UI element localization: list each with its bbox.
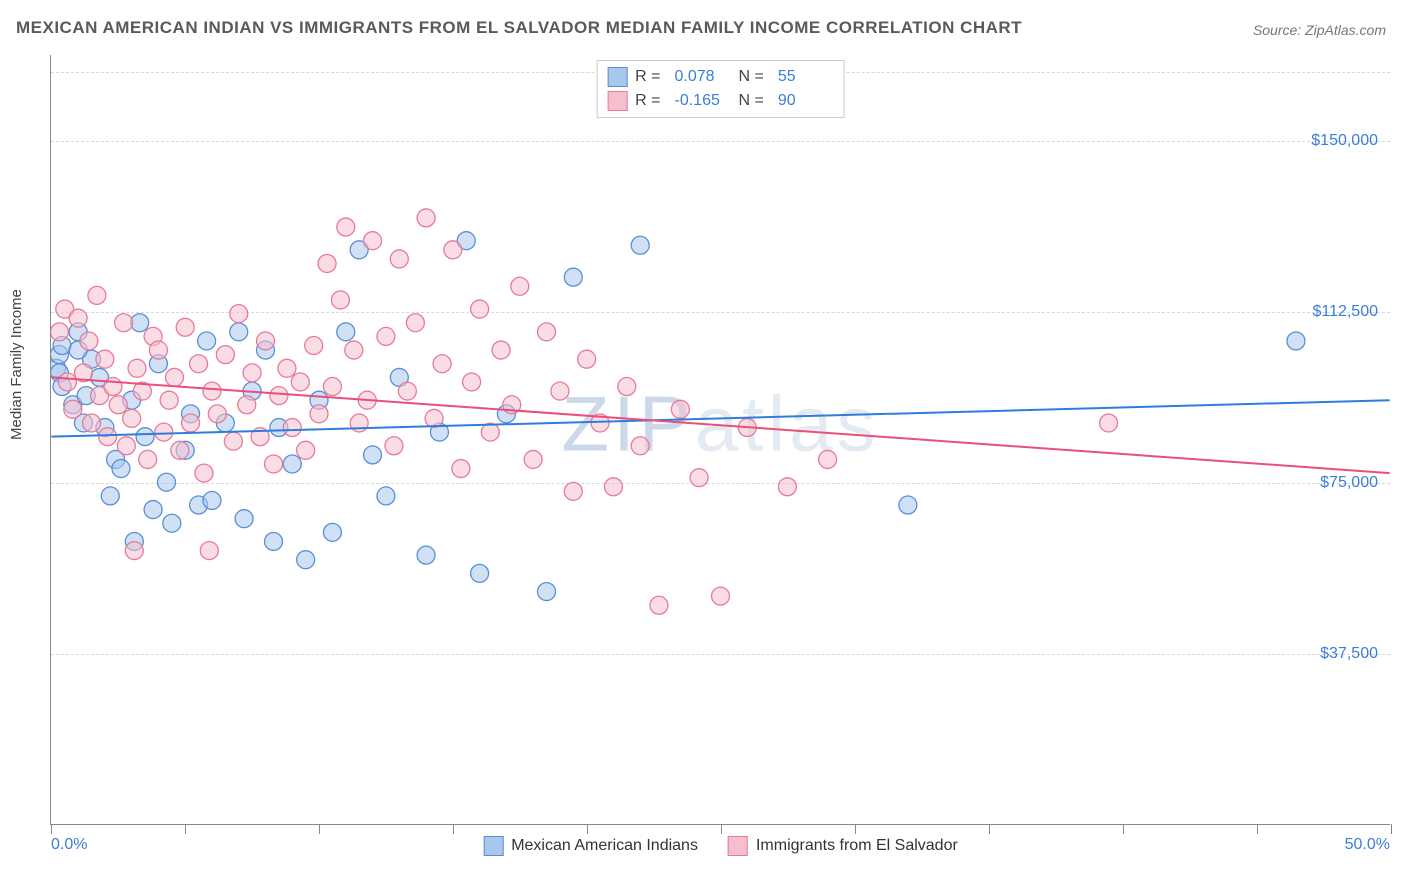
n-value-series2: 90	[772, 89, 834, 113]
legend-swatch-series1-b	[483, 836, 503, 856]
x-axis-min-label: 0.0%	[51, 836, 87, 854]
y-axis-label: Median Family Income	[8, 289, 25, 440]
r-value-series2: -0.165	[669, 89, 731, 113]
n-label: N =	[739, 89, 764, 113]
legend-item-series2: Immigrants from El Salvador	[728, 836, 958, 856]
legend-item-series1: Mexican American Indians	[483, 836, 698, 856]
r-label: R =	[635, 89, 660, 113]
legend-label-series1: Mexican American Indians	[511, 837, 698, 855]
source-attribution: Source: ZipAtlas.com	[1253, 22, 1386, 38]
legend-swatch-series1	[607, 67, 627, 87]
n-label: N =	[739, 65, 764, 89]
correlation-legend: R = 0.078 N = 55 R = -0.165 N = 90	[596, 60, 845, 118]
legend-row-series2: R = -0.165 N = 90	[607, 89, 834, 113]
r-label: R =	[635, 65, 660, 89]
legend-row-series1: R = 0.078 N = 55	[607, 65, 834, 89]
r-value-series1: 0.078	[669, 65, 731, 89]
scatter-svg	[51, 55, 1390, 824]
chart-plot-area: ZIPatlas $37,500$75,000$112,500$150,000 …	[50, 55, 1390, 825]
legend-label-series2: Immigrants from El Salvador	[756, 837, 958, 855]
series-legend: Mexican American Indians Immigrants from…	[483, 836, 958, 856]
legend-swatch-series2	[607, 91, 627, 111]
chart-title: MEXICAN AMERICAN INDIAN VS IMMIGRANTS FR…	[16, 18, 1022, 38]
n-value-series1: 55	[772, 65, 834, 89]
legend-swatch-series2-b	[728, 836, 748, 856]
x-axis-max-label: 50.0%	[1345, 836, 1390, 854]
